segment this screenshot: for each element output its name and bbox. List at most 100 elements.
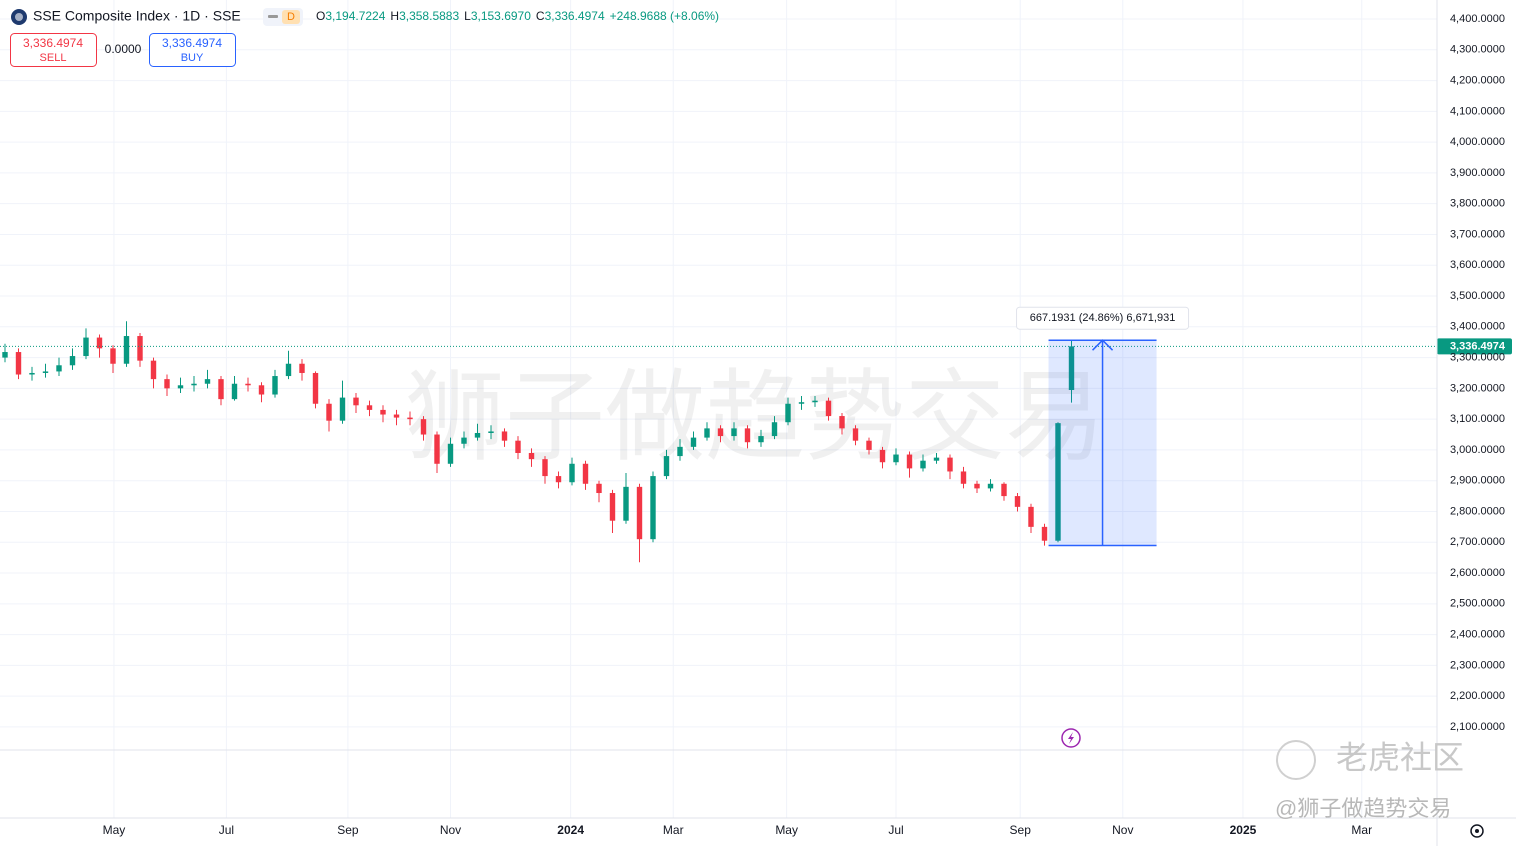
x-tick-label: Mar xyxy=(1351,823,1372,837)
sell-price: 3,336.4974 xyxy=(23,36,83,50)
y-tick-label: 2,700.0000 xyxy=(1450,536,1505,548)
x-tick-label: Nov xyxy=(1112,823,1133,837)
candle-body xyxy=(15,352,22,375)
candle-body xyxy=(407,417,413,420)
candle-body xyxy=(312,372,319,404)
ohlc: O3,194.7224 H3,358.5883 L3,153.6970 C3,336.… xyxy=(316,9,719,23)
candle-body xyxy=(771,422,778,437)
y-tick-label: 3,100.0000 xyxy=(1450,413,1505,425)
grid xyxy=(0,0,1437,818)
candle-body xyxy=(69,356,76,366)
candle-body xyxy=(474,432,481,438)
candle-body xyxy=(218,379,224,400)
candle-body xyxy=(974,483,980,489)
y-tick-label: 2,300.0000 xyxy=(1450,659,1505,671)
y-tick-label: 4,100.0000 xyxy=(1450,105,1505,117)
brand-watermark: 老虎社区 xyxy=(1336,739,1464,775)
y-tick-label: 3,900.0000 xyxy=(1450,167,1505,179)
badge-icon xyxy=(268,15,278,18)
range-arrowhead xyxy=(1092,339,1114,351)
symbol-logo xyxy=(15,13,23,21)
buy-button[interactable] xyxy=(149,33,236,67)
y-tick-label: 3,300.0000 xyxy=(1450,351,1505,363)
candle-body xyxy=(825,400,832,417)
candle-body xyxy=(920,460,926,469)
candle-body xyxy=(380,409,386,415)
symbol-title[interactable]: SSE Composite Index · 1D · SSE xyxy=(33,8,241,24)
candle-body xyxy=(231,383,238,400)
candle-body xyxy=(1014,496,1021,507)
candle-body xyxy=(677,446,683,457)
candle-body xyxy=(326,403,332,421)
candle-body xyxy=(623,486,629,521)
candle-body xyxy=(704,428,710,438)
candle-body xyxy=(285,363,292,377)
candle-body xyxy=(731,428,737,437)
candle-body xyxy=(83,337,89,357)
x-tick-label: May xyxy=(775,823,798,837)
y-tick-label: 2,800.0000 xyxy=(1450,505,1505,517)
spread: 0.0000 xyxy=(105,42,142,56)
y-tick-label: 2,500.0000 xyxy=(1450,598,1505,610)
candle-body xyxy=(1001,483,1007,497)
x-tick-label: Jul xyxy=(888,823,903,837)
y-tick-label: 3,200.0000 xyxy=(1450,382,1505,394)
y-tick-label: 4,200.0000 xyxy=(1450,74,1505,86)
ohlc-value: 3,336.4974 xyxy=(545,9,605,23)
candle-body xyxy=(717,428,724,437)
y-tick-label: 3,700.0000 xyxy=(1450,228,1505,240)
candle-body xyxy=(123,336,130,364)
ohlc-value: 3,358.5883 xyxy=(399,9,459,23)
candle-body xyxy=(501,431,508,441)
last-price-label: 3,336.4974 xyxy=(1450,340,1506,352)
x-tick-label: May xyxy=(103,823,126,837)
y-tick-label: 2,100.0000 xyxy=(1450,721,1505,733)
last-price-badge xyxy=(1437,338,1512,355)
ohlc-label: H xyxy=(390,9,399,23)
candle-body xyxy=(137,336,143,361)
buy-label: BUY xyxy=(181,52,204,64)
candle-body xyxy=(393,414,400,418)
candle-body xyxy=(339,397,346,421)
watermark: 狮子做趋势交易 xyxy=(405,361,1105,473)
candle-body xyxy=(447,443,454,464)
candle-body xyxy=(744,428,751,443)
candle-body xyxy=(204,379,211,384)
candle-body xyxy=(663,456,670,477)
y-tick-label: 3,600.0000 xyxy=(1450,259,1505,271)
candle-body xyxy=(299,363,305,373)
y-tick-label: 2,200.0000 xyxy=(1450,690,1505,702)
candle-body xyxy=(933,457,940,461)
x-tick-label: Jul xyxy=(219,823,234,837)
candle-body xyxy=(96,337,103,349)
candle-body xyxy=(177,385,184,389)
x-tick-label: Mar xyxy=(663,823,684,837)
badge-label: D xyxy=(287,11,295,23)
candle-body xyxy=(785,403,791,423)
candle-body xyxy=(420,419,427,435)
range-label-box xyxy=(1016,306,1190,330)
candle-body xyxy=(758,436,764,443)
candle-body xyxy=(960,471,967,484)
y-tick-label: 4,400.0000 xyxy=(1450,13,1505,25)
sell-button[interactable] xyxy=(10,33,97,67)
candle-body xyxy=(839,416,845,429)
range-label: 667.1931 (24.86%) 6,671,931 xyxy=(1030,312,1176,324)
candle-body xyxy=(434,434,440,464)
candle-body xyxy=(2,352,8,358)
candle-body xyxy=(272,376,278,395)
candle-body xyxy=(110,348,116,364)
candle-body xyxy=(488,431,494,433)
candle-body xyxy=(528,452,535,460)
candle-body xyxy=(56,365,62,372)
candle-body xyxy=(366,405,373,410)
candle-body xyxy=(690,437,697,447)
candle-body xyxy=(609,493,616,521)
ohlc-label: O xyxy=(316,9,325,23)
candle-body xyxy=(636,486,643,540)
sell-label: SELL xyxy=(40,52,67,64)
candle-body xyxy=(1055,423,1061,541)
settings-icon[interactable] xyxy=(1470,824,1484,838)
